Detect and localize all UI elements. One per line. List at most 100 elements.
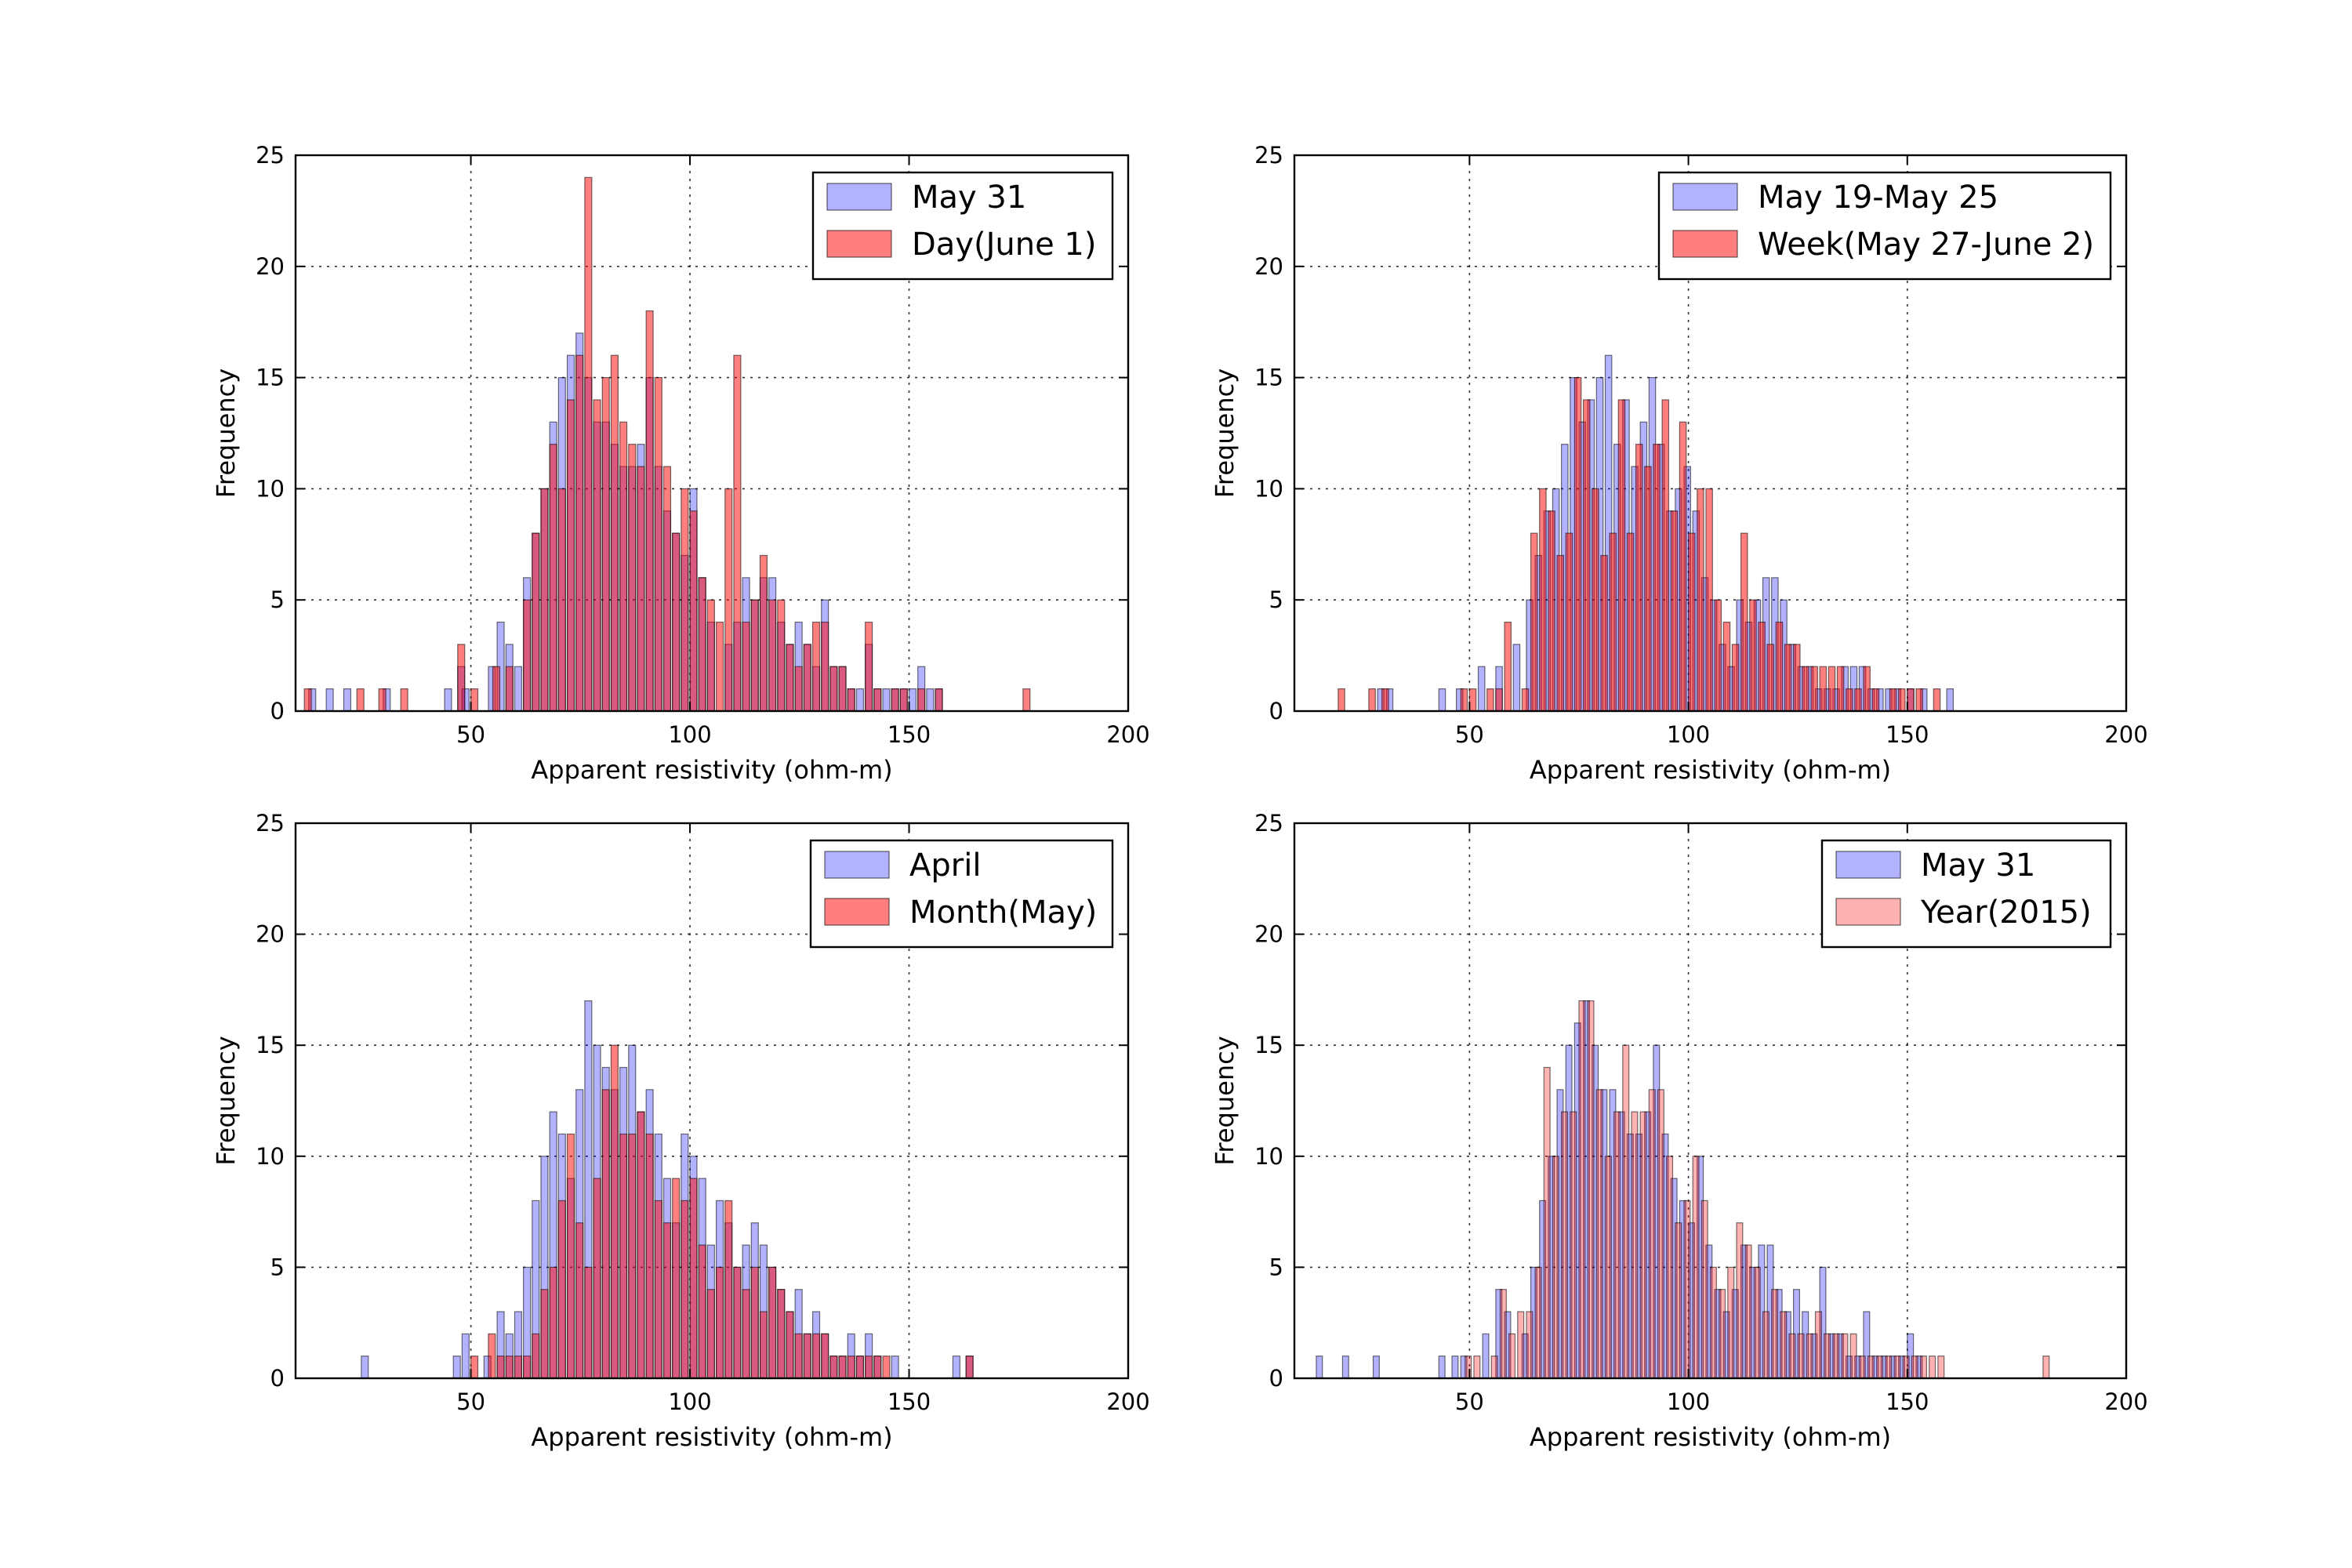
y-tick-label: 20 <box>1254 253 1283 280</box>
histogram-bar <box>361 1356 369 1379</box>
histogram-bar <box>829 1356 838 1379</box>
histogram-bar <box>1697 488 1704 712</box>
histogram-bar <box>1644 466 1652 712</box>
histogram-bar <box>1543 1066 1551 1379</box>
histogram-bar <box>457 644 466 712</box>
histogram-bar <box>838 1356 847 1379</box>
chart-panel-2: 50 100 150 200 0 5 10 15 20 25 Apparent resistivit… <box>1210 142 2148 785</box>
histogram-bar <box>1338 688 1345 712</box>
histogram-bar <box>1775 621 1784 712</box>
histogram-bar <box>1753 1266 1761 1379</box>
histogram-bar <box>378 688 387 712</box>
legend-swatch <box>1672 183 1738 211</box>
histogram-bar <box>1766 644 1775 712</box>
histogram-bar <box>628 1133 637 1379</box>
y-tick-label: 0 <box>270 698 285 724</box>
histogram-bar <box>724 488 733 712</box>
histogram-bar <box>838 666 847 712</box>
histogram-bar <box>1902 1356 1910 1379</box>
histogram-bar <box>444 688 452 712</box>
histogram-bar <box>1460 688 1468 712</box>
histogram-bar <box>505 1356 514 1379</box>
histogram-bar <box>811 621 821 712</box>
y-axis-label: Frequency <box>1210 368 1240 498</box>
histogram-bar <box>1758 621 1766 712</box>
histogram-bar <box>1561 1111 1569 1379</box>
histogram-bar <box>637 466 645 712</box>
y-tick-label: 15 <box>256 1032 285 1058</box>
x-tick-label: 200 <box>1106 1388 1149 1415</box>
histogram-bar <box>601 1089 610 1379</box>
histogram-bar <box>514 1356 523 1379</box>
histogram-bar <box>1828 666 1836 712</box>
histogram-bar <box>873 1356 882 1379</box>
histogram-bar <box>1740 532 1748 712</box>
plot-frame <box>294 154 1130 713</box>
histogram-bar <box>1604 1156 1612 1379</box>
histogram-bar <box>584 176 593 712</box>
histogram-bar <box>1022 688 1031 712</box>
histogram-bar <box>1582 399 1591 712</box>
plot-frame <box>294 822 1130 1380</box>
histogram-bar <box>557 1200 566 1379</box>
y-tick-label: 10 <box>256 1143 285 1170</box>
histogram-bar <box>601 377 610 712</box>
histogram-bar <box>1898 688 1906 712</box>
histogram-bar <box>1482 1333 1490 1379</box>
x-tick-label: 100 <box>668 721 711 748</box>
y-tick-label: 25 <box>1254 142 1283 169</box>
histogram-bar <box>1841 1333 1849 1379</box>
histogram-bar <box>1592 488 1599 712</box>
histogram-bar <box>1670 510 1679 712</box>
histogram-bar <box>654 1200 662 1379</box>
histogram-bar <box>549 1266 557 1379</box>
histogram-bar <box>865 1356 873 1379</box>
y-tick-label: 10 <box>256 475 285 502</box>
histogram-bar <box>1556 554 1565 712</box>
histogram-bar <box>492 666 501 712</box>
histogram-bar <box>645 310 654 712</box>
histogram-bar <box>965 1356 974 1379</box>
histogram-bar <box>566 399 575 712</box>
histogram-bar <box>1858 1356 1866 1379</box>
histogram-bar <box>1666 1156 1674 1379</box>
histogram-bar <box>1486 688 1494 712</box>
y-tick-label: 20 <box>256 921 285 948</box>
histogram-bar <box>952 1356 960 1379</box>
histogram-bar <box>619 1133 628 1379</box>
legend: May 31 Year(2015) <box>1820 839 2112 949</box>
y-tick-label: 0 <box>1269 698 1283 724</box>
histogram-bar <box>1705 488 1713 712</box>
histogram-bar <box>1727 1266 1735 1379</box>
histogram-bar <box>1635 444 1643 712</box>
histogram-bar <box>1871 688 1880 712</box>
histogram-bar <box>1534 1266 1542 1379</box>
histogram-bar <box>1824 1333 1831 1379</box>
histogram-bar <box>1578 1000 1586 1379</box>
histogram-bar <box>1933 688 1941 712</box>
histogram-bar <box>1539 488 1547 712</box>
histogram-bar <box>1687 532 1696 712</box>
x-tick-label: 50 <box>1455 1388 1484 1415</box>
histogram-bar <box>1679 421 1687 712</box>
legend-swatch <box>1835 898 1901 926</box>
histogram-bar <box>672 532 681 712</box>
histogram-bar <box>1885 1356 1893 1379</box>
x-tick-label: 100 <box>668 1388 711 1415</box>
histogram-bar <box>1946 688 1955 712</box>
x-tick-label: 150 <box>887 1388 931 1415</box>
legend: May 19-May 25 Week(May 27-June 2) <box>1657 171 2112 281</box>
legend-label: Week(May 27-June 2) <box>1758 227 2094 263</box>
histogram-bar <box>1911 1356 1918 1379</box>
y-tick-label: 5 <box>270 1254 285 1280</box>
histogram-bar <box>1893 1356 1901 1379</box>
histogram-bar <box>1657 1089 1664 1379</box>
y-tick-label: 5 <box>270 586 285 613</box>
histogram-bar <box>1846 688 1853 712</box>
histogram-bar <box>1731 644 1740 712</box>
histogram-bar <box>750 599 759 712</box>
y-tick-label: 20 <box>256 253 285 280</box>
y-tick-label: 20 <box>1254 921 1283 948</box>
x-axis-label: Apparent resistivity (ohm-m) <box>531 1422 892 1452</box>
